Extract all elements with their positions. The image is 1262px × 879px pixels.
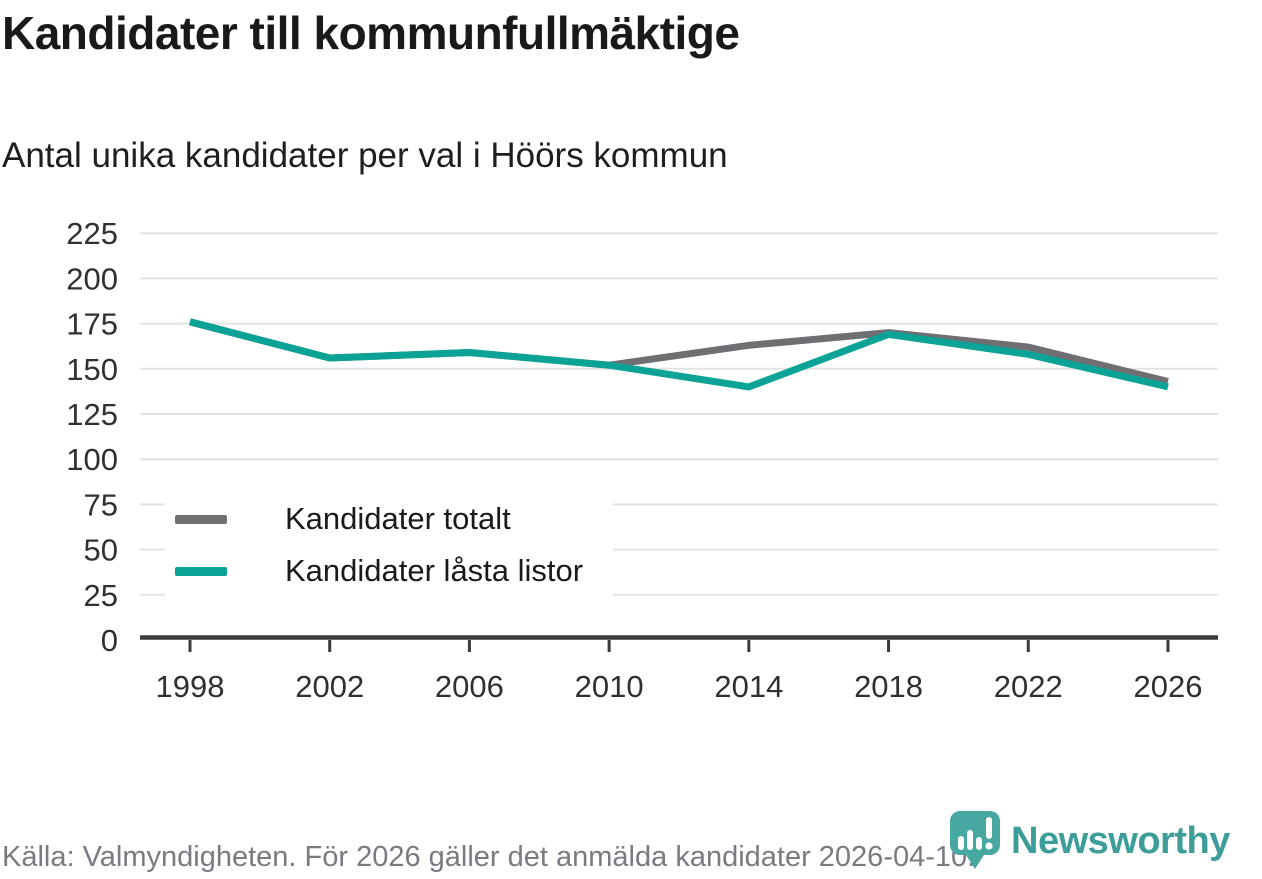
x-axis-tick-label: 2002 xyxy=(295,669,364,704)
page-title: Kandidater till kommunfullmäktige xyxy=(2,7,740,59)
legend-label: Kandidater låsta listor xyxy=(285,553,584,588)
y-axis-tick-label: 75 xyxy=(84,487,118,522)
x-axis-tick-label: 2010 xyxy=(575,669,644,704)
page-subtitle: Antal unika kandidater per val i Höörs k… xyxy=(2,136,728,175)
newsworthy-logo[interactable]: Newsworthy xyxy=(946,809,1230,873)
brand-name: Newsworthy xyxy=(1011,819,1230,862)
legend-item: Kandidater totalt xyxy=(175,501,583,537)
x-axis-tick-label: 1998 xyxy=(156,669,225,704)
y-axis-tick-label: 0 xyxy=(101,623,118,658)
legend-label: Kandidater totalt xyxy=(285,501,511,536)
y-axis-tick-label: 225 xyxy=(66,216,118,251)
x-axis-tick-label: 2026 xyxy=(1133,669,1202,704)
legend-swatch xyxy=(175,566,227,576)
chart-legend: Kandidater totalt Kandidater låsta listor xyxy=(165,489,614,605)
y-axis-tick-label: 150 xyxy=(66,352,118,387)
legend-item: Kandidater låsta listor xyxy=(175,553,583,589)
y-axis-tick-label: 125 xyxy=(66,397,118,432)
series-line-locked-lists xyxy=(189,318,1169,391)
y-axis-tick-label: 100 xyxy=(66,442,118,477)
x-axis-tick-label: 2014 xyxy=(714,669,783,704)
x-axis-tick-label: 2006 xyxy=(435,669,504,704)
x-axis-tick-label: 2018 xyxy=(854,669,923,704)
legend-swatch xyxy=(175,514,227,524)
y-axis-tick-label: 175 xyxy=(66,307,118,342)
source-note: Källa: Valmyndigheten. För 2026 gäller d… xyxy=(2,841,976,873)
newsworthy-speech-bubble-barchart-icon xyxy=(950,811,1000,869)
y-axis-tick-label: 50 xyxy=(84,533,118,568)
x-axis-tick-label: 2022 xyxy=(994,669,1063,704)
y-axis-tick-label: 200 xyxy=(66,261,118,296)
y-axis-tick-label: 25 xyxy=(84,578,118,613)
